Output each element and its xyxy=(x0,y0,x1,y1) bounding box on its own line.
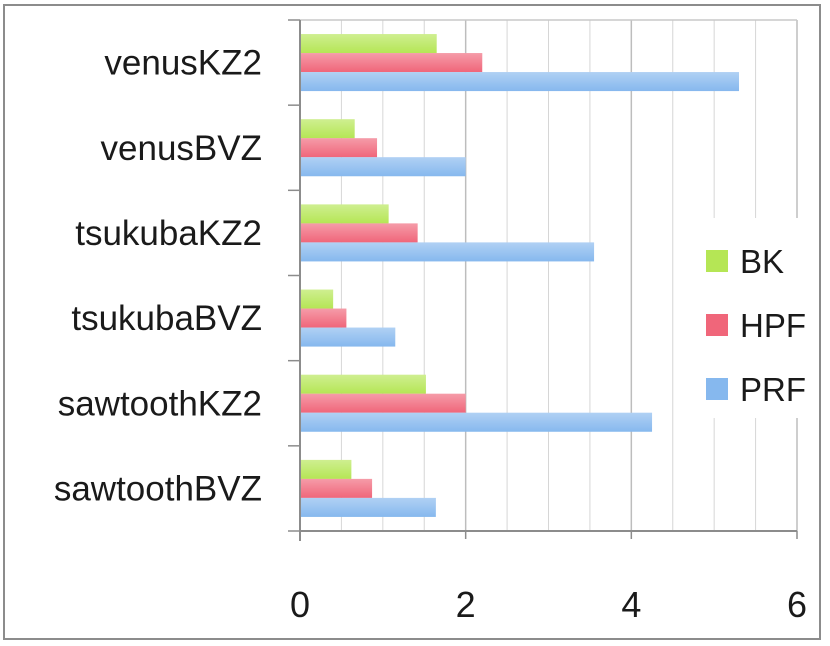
bar-shine xyxy=(300,412,653,432)
bar-shine xyxy=(300,242,595,262)
bar-shine xyxy=(300,393,466,413)
bar-shine xyxy=(300,72,740,92)
category-label: venusKZ2 xyxy=(104,44,262,83)
category-label: tsukubaBVZ xyxy=(71,299,262,338)
bar-shine xyxy=(300,119,355,139)
legend-swatch-prf xyxy=(706,378,728,400)
x-tick-label: 4 xyxy=(621,584,641,625)
bar-shine xyxy=(300,459,352,479)
category-label: sawtoothKZ2 xyxy=(58,384,262,423)
legend-label-bk: BK xyxy=(740,243,784,280)
bar-shine xyxy=(300,478,373,498)
legend-swatch-hpf xyxy=(706,314,728,336)
category-label: tsukubaKZ2 xyxy=(75,214,262,253)
bar-shine xyxy=(300,497,436,517)
bar-shine xyxy=(300,204,389,224)
legend-swatch-bk xyxy=(706,250,728,272)
bar-shine xyxy=(300,223,418,243)
x-tick-label: 6 xyxy=(787,584,807,625)
x-tick-label: 0 xyxy=(290,584,310,625)
bar-shine xyxy=(300,34,437,54)
bar-shine xyxy=(300,157,466,177)
category-label: venusBVZ xyxy=(101,129,262,168)
legend-label-prf: PRF xyxy=(740,371,806,408)
bar-shine xyxy=(300,138,378,158)
bar-shine xyxy=(300,289,334,309)
chart-frame xyxy=(3,4,821,640)
legend-label-hpf: HPF xyxy=(740,307,806,344)
category-label: sawtoothBVZ xyxy=(54,469,262,508)
bar-shine xyxy=(300,374,426,394)
bar-shine xyxy=(300,308,347,328)
bar-shine xyxy=(300,327,396,347)
bar-shine xyxy=(300,53,483,73)
x-tick-label: 2 xyxy=(456,584,476,625)
